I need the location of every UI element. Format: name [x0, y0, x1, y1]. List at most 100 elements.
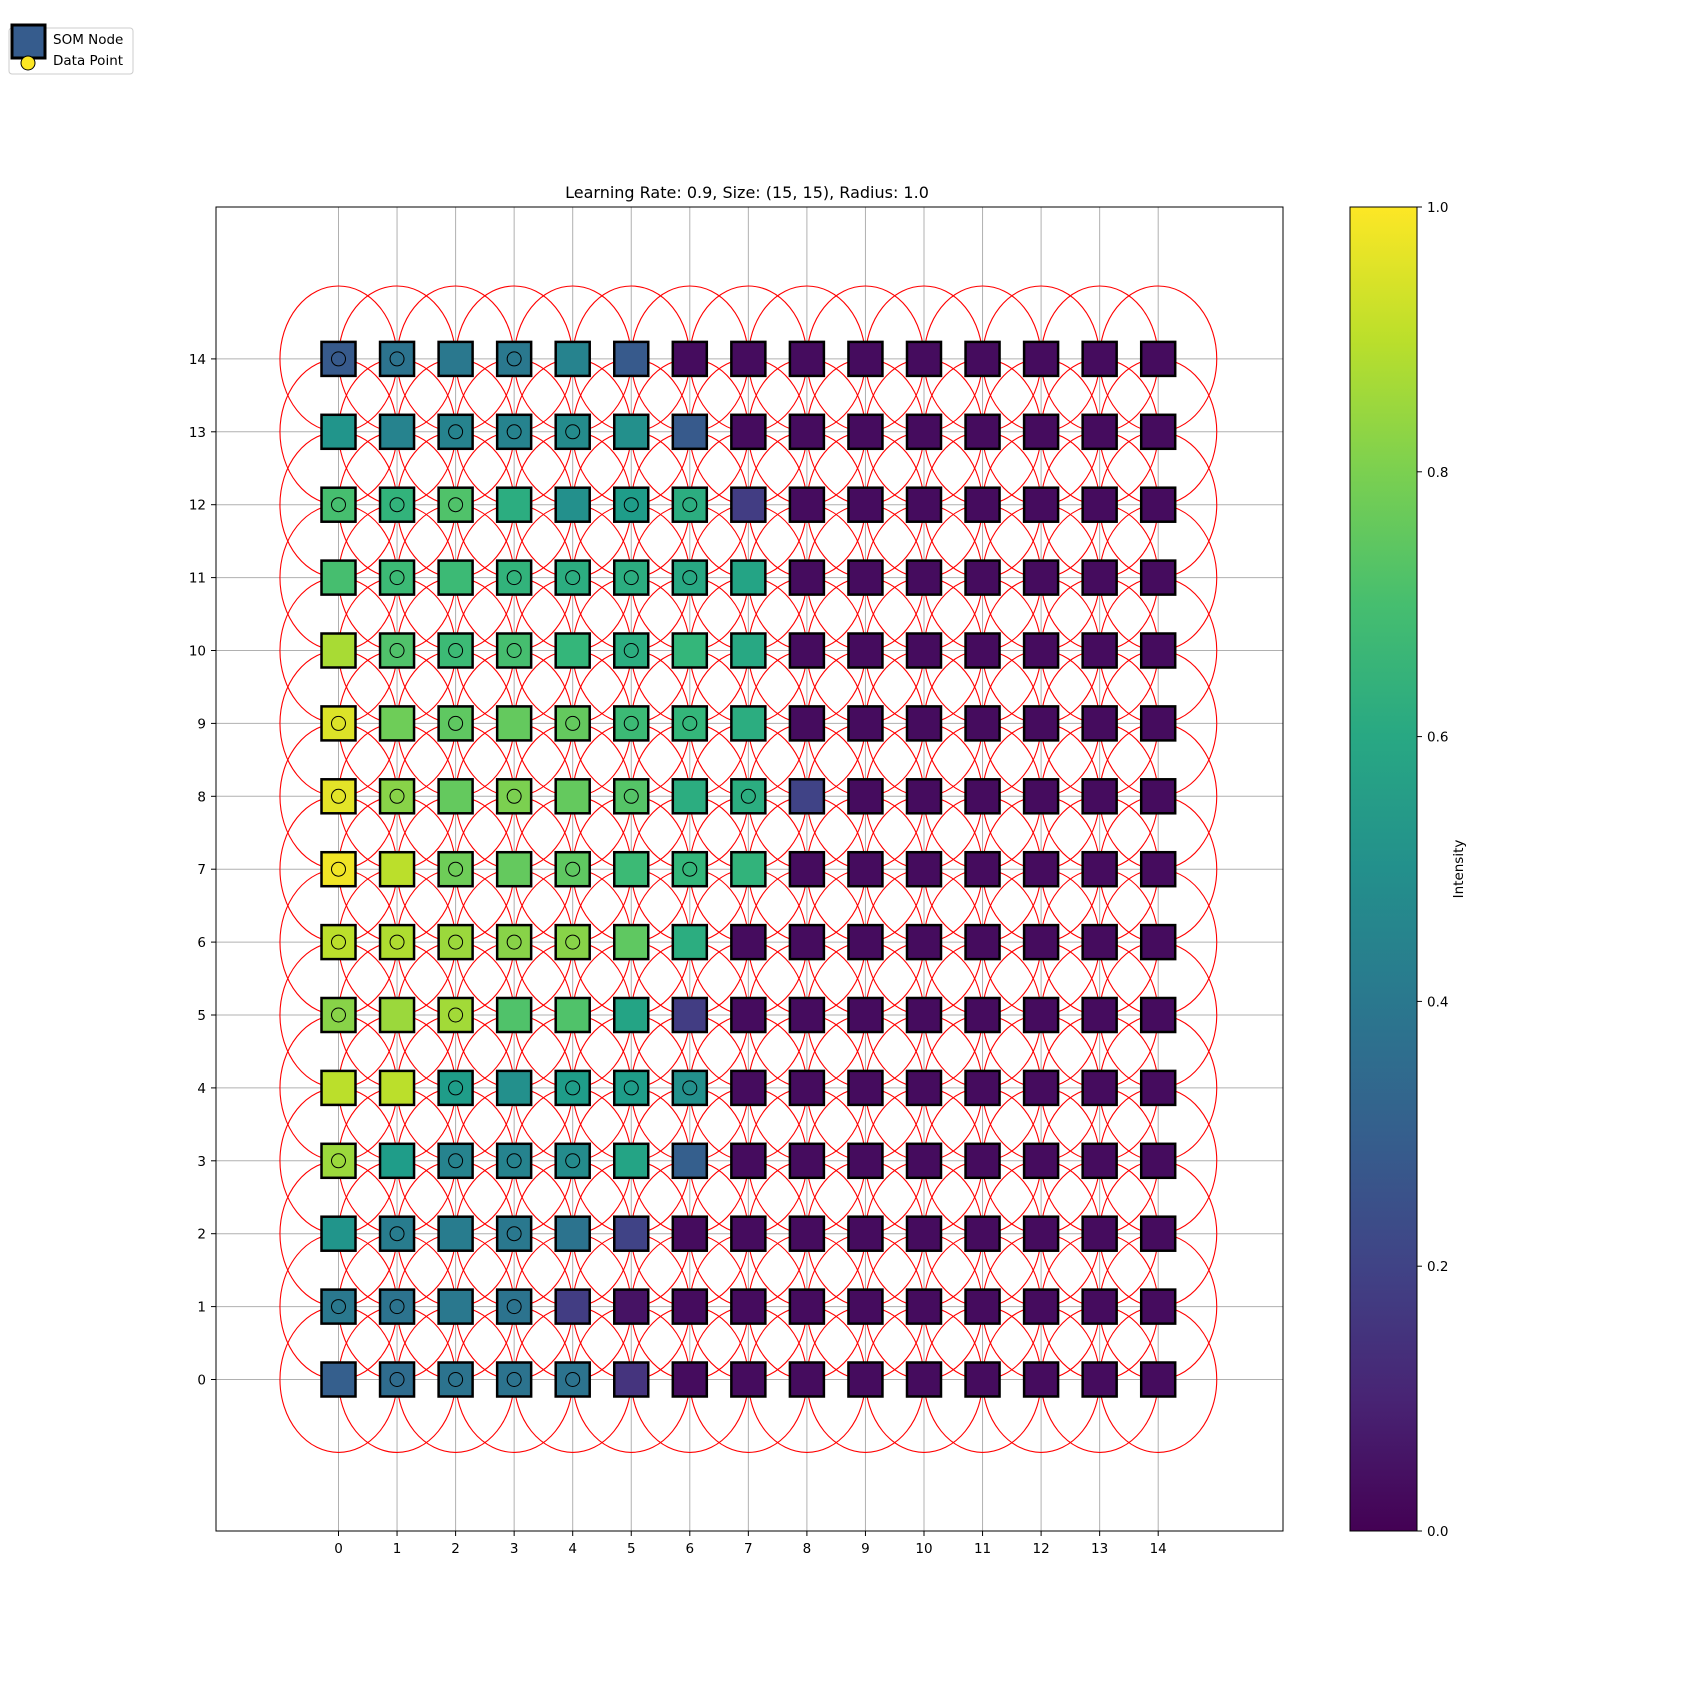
som-node — [905, 413, 943, 451]
som-node — [964, 996, 1001, 1034]
som-node — [1139, 1142, 1177, 1180]
som-node — [905, 1215, 943, 1252]
data-point — [389, 570, 405, 586]
som-node — [1081, 632, 1118, 669]
som-node — [788, 1288, 826, 1325]
colorbar-tick-label: 0.0 — [1427, 1524, 1448, 1540]
som-node — [378, 1142, 416, 1180]
colorbar-gradient — [1349, 206, 1418, 1532]
x-tick-label: 2 — [451, 1541, 460, 1557]
som-node — [905, 1069, 943, 1107]
som-node — [1022, 923, 1060, 961]
som-node — [613, 340, 650, 378]
som-node — [905, 996, 943, 1034]
som-node — [905, 705, 943, 742]
som-node — [437, 486, 474, 523]
som-node — [1081, 850, 1118, 888]
data-point — [448, 424, 464, 440]
data-point — [389, 497, 405, 513]
x-tick-label: 10 — [915, 1541, 932, 1557]
y-tick-label: 12 — [189, 498, 206, 514]
som-node — [554, 632, 591, 669]
som-node — [320, 1069, 357, 1107]
som-node — [730, 850, 767, 888]
som-node — [964, 413, 1001, 451]
x-tick-label: 0 — [334, 1541, 343, 1557]
som-node — [730, 1215, 767, 1252]
som-node — [1081, 340, 1118, 378]
data-point — [389, 1372, 405, 1387]
som-node — [554, 850, 591, 888]
som-node — [1081, 1288, 1118, 1325]
som-node — [730, 923, 767, 961]
som-node — [730, 340, 767, 378]
som-node — [1139, 559, 1177, 596]
som-node — [378, 413, 416, 451]
som-node — [1022, 413, 1060, 451]
som-node — [905, 632, 943, 669]
som-node — [1081, 1142, 1118, 1180]
som-node — [730, 632, 767, 669]
som-node — [613, 1069, 650, 1107]
som-node — [671, 632, 709, 669]
som-node — [905, 1361, 943, 1398]
som-node — [788, 850, 826, 888]
som-node — [495, 413, 533, 451]
som-node — [964, 705, 1001, 742]
data-point — [506, 788, 522, 804]
som-node — [554, 340, 591, 378]
som-node — [378, 850, 416, 888]
data-point — [389, 1299, 405, 1315]
data-point — [331, 715, 346, 731]
som-node — [964, 778, 1001, 815]
data-point — [682, 497, 698, 513]
y-tick-label: 9 — [197, 716, 206, 732]
colorbar-ticks: 0.0 0.2 0.4 0.6 0.8 1.0 — [1417, 200, 1448, 1540]
data-point — [331, 1153, 346, 1169]
data-point — [506, 1372, 522, 1387]
y-tick-label: 6 — [197, 935, 206, 951]
data-point — [623, 497, 639, 513]
som-node — [1022, 996, 1060, 1034]
data-point — [448, 1080, 464, 1096]
som-node — [1139, 705, 1177, 742]
som-node — [847, 850, 884, 888]
som-node — [847, 486, 884, 523]
som-node — [495, 850, 533, 888]
som-node — [847, 1288, 884, 1325]
som-node — [613, 1361, 650, 1398]
som-node — [788, 1361, 826, 1398]
som-node — [847, 1142, 884, 1180]
data-point — [448, 934, 464, 950]
som-node — [1139, 1288, 1177, 1325]
data-point — [565, 861, 581, 877]
y-tick-label: 1 — [197, 1300, 206, 1316]
som-node — [1022, 486, 1060, 523]
som-node — [730, 1361, 767, 1398]
y-tick-label: 11 — [189, 571, 206, 587]
som-node — [378, 1288, 416, 1325]
som-node — [1139, 1215, 1177, 1252]
som-node — [1139, 923, 1177, 961]
data-point — [682, 1080, 698, 1096]
som-node — [613, 923, 650, 961]
som-node — [1139, 340, 1177, 378]
data-point — [565, 424, 581, 440]
som-node — [671, 1142, 709, 1180]
som-node — [1139, 778, 1177, 815]
som-node — [1022, 559, 1060, 596]
som-node — [847, 1069, 884, 1107]
som-node — [378, 705, 416, 742]
som-node — [847, 705, 884, 742]
data-point — [389, 1226, 405, 1242]
som-node — [1022, 1288, 1060, 1325]
som-node — [671, 340, 709, 378]
x-tick-label: 9 — [861, 1541, 870, 1557]
x-tick-label: 1 — [393, 1541, 402, 1557]
som-node — [1022, 632, 1060, 669]
som-node — [495, 923, 533, 961]
som-node — [788, 632, 826, 669]
som-node — [437, 1215, 474, 1252]
som-node — [378, 996, 416, 1034]
